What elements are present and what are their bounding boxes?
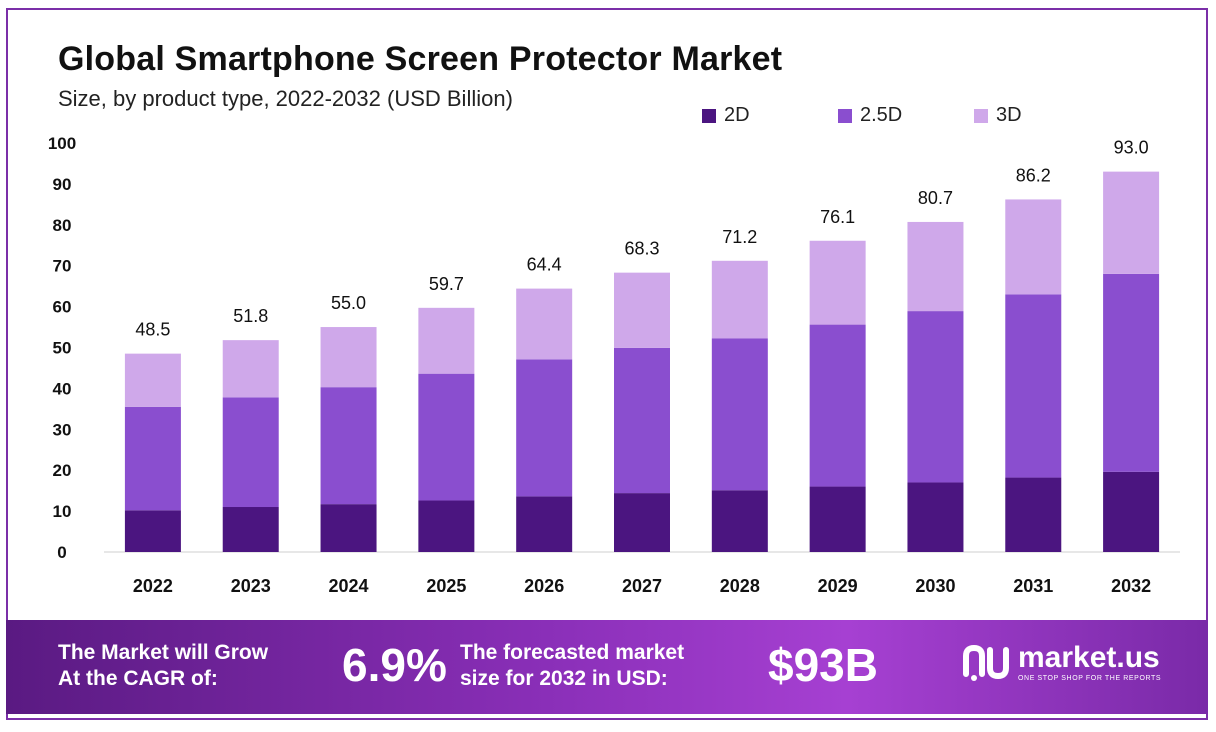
x-tick-label: 2024 [329,576,369,596]
legend-item-2-5d: 2.5D [838,104,974,127]
bar-segment-2d [124,510,181,552]
bar-segment-2-5d [516,359,573,497]
bar-segment-3d [418,307,475,374]
x-tick-label: 2023 [231,576,271,596]
bar-total-label: 93.0 [1114,138,1149,158]
bar-segment-3d [809,240,866,325]
bar-segment-2d [516,496,573,552]
brand-tagline: ONE STOP SHOP FOR THE REPORTS [1018,674,1162,682]
y-tick-label: 30 [53,420,72,439]
x-tick-label: 2029 [818,576,858,596]
cagr-value: 6.9% [342,639,447,691]
x-tick-label: 2032 [1111,576,1151,596]
bar-segment-2-5d [1005,294,1062,478]
y-tick-label: 70 [53,257,72,276]
bar-segment-2d [418,500,475,552]
forecast-value: $93B [768,639,878,691]
bar-total-label: 51.8 [233,306,268,326]
bar-segment-2d [614,493,670,552]
bar-segment-3d [1103,171,1160,274]
legend-swatch-3d [974,108,988,123]
cagr-caption-line1: The Market will Grow [58,641,269,664]
x-tick-label: 2022 [133,576,173,596]
cagr-caption: The Market will Grow At the CAGR of: [58,640,358,692]
y-tick-label: 0 [57,543,66,562]
y-tick-label: 10 [53,502,72,521]
bar-segment-2-5d [711,338,768,491]
y-tick-label: 40 [53,379,72,398]
bar-segment-3d [614,272,670,348]
bar-segment-2d [1005,477,1062,552]
legend-item-3d: 3D [974,104,1110,127]
footer-banner: The Market will Grow At the CAGR of: 6.9… [6,620,1208,714]
bar-total-label: 71.2 [722,227,757,247]
legend-label-3d: 3D [996,104,1022,126]
bar-total-label: 68.3 [624,239,659,259]
bar-segment-2d [907,482,964,552]
cagr-caption-line2: At the CAGR of: [58,667,218,690]
bar-segment-2-5d [907,311,964,483]
bar-segment-2-5d [418,373,475,501]
y-tick-label: 80 [53,216,72,235]
brand-logo: market.us ONE STOP SHOP FOR THE REPORTS [960,642,1161,682]
bar-segment-3d [907,221,964,312]
bar-segment-2-5d [614,347,670,494]
brand-name: market.us [1018,640,1160,674]
bar-segment-2-5d [809,324,866,487]
bar-total-label: 55.0 [331,293,366,313]
bar-total-label: 48.5 [135,320,170,340]
bar-total-label: 76.1 [820,207,855,227]
legend-swatch-2d [702,108,716,123]
bar-segment-2d [222,507,279,552]
bar-segment-3d [1005,199,1062,295]
y-tick-label: 90 [53,175,72,194]
forecast-caption-line2: size for 2032 in USD: [460,667,668,690]
forecast-caption: The forecasted market size for 2032 in U… [460,640,760,692]
bar-segment-3d [516,288,573,360]
y-tick-label: 100 [48,134,76,153]
legend-label-2-5d: 2.5D [860,104,903,126]
market-us-logo-icon [963,644,1009,681]
bar-segment-3d [711,260,768,339]
chart-legend: 2D 2.5D 3D [702,104,1110,127]
bar-chart: 010203040506070809010048.5202251.8202355… [48,134,1180,596]
chart-title: Global Smartphone Screen Protector Marke… [58,40,783,78]
bar-segment-2-5d [222,397,279,508]
legend-item-2d: 2D [702,104,838,127]
bar-total-label: 64.4 [527,255,562,275]
legend-swatch-2-5d [838,108,852,123]
y-tick-label: 50 [53,339,72,358]
x-tick-label: 2031 [1013,576,1053,596]
bar-segment-2-5d [320,387,377,505]
bar-total-label: 59.7 [429,274,464,294]
bar-total-label: 86.2 [1016,165,1051,185]
brand-text: market.us ONE STOP SHOP FOR THE REPORTS [1018,640,1162,682]
bar-segment-2d [809,486,866,552]
bar-segment-2d [1103,471,1160,552]
x-tick-label: 2027 [622,576,662,596]
x-tick-label: 2025 [426,576,466,596]
y-tick-label: 20 [53,461,72,480]
chart-subtitle: Size, by product type, 2022-2032 (USD Bi… [58,86,513,111]
legend-label-2d: 2D [724,104,750,126]
bar-segment-2d [320,504,377,552]
bar-segment-3d [320,327,377,388]
x-tick-label: 2028 [720,576,760,596]
y-tick-label: 60 [53,298,72,317]
bar-segment-2-5d [124,406,181,511]
bar-segment-3d [124,353,181,407]
bar-segment-3d [222,340,279,398]
x-tick-label: 2026 [524,576,564,596]
forecast-caption-line1: The forecasted market [460,641,685,664]
bar-total-label: 80.7 [918,188,953,208]
bar-segment-2-5d [1103,273,1160,472]
x-tick-label: 2030 [915,576,955,596]
bar-segment-2d [711,490,768,552]
